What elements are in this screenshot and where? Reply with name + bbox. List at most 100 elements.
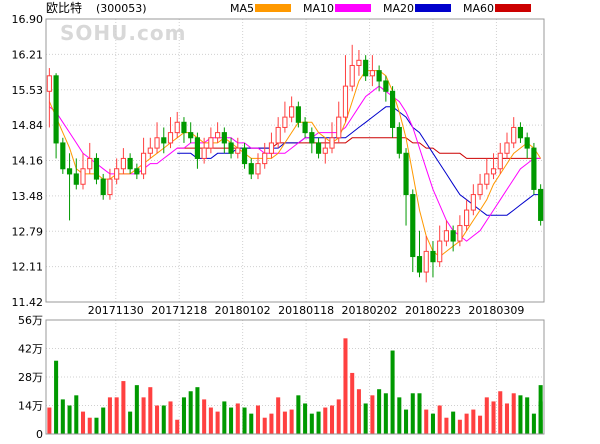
volume-panel-frame xyxy=(45,319,545,435)
volume-bar xyxy=(215,411,220,434)
date-tick-label: 20171218 xyxy=(151,304,207,317)
volume-bar xyxy=(356,389,361,434)
volume-tick-label: 0 xyxy=(36,428,43,440)
volume-bar xyxy=(511,393,516,434)
volume-bar xyxy=(94,417,99,434)
volume-bar xyxy=(383,393,388,434)
volume-bar xyxy=(538,385,543,434)
price-tick-label: 16.21 xyxy=(12,48,44,61)
date-tick-label: 20180202 xyxy=(342,304,398,317)
volume-bar xyxy=(525,397,530,434)
candle-body xyxy=(114,168,120,180)
volume-bar xyxy=(101,407,106,434)
legend-swatch xyxy=(255,4,291,12)
candle-body xyxy=(403,152,409,196)
volume-bar xyxy=(504,403,510,434)
volume-bar xyxy=(323,407,328,434)
volume-bar xyxy=(404,409,409,434)
date-tick-label: 20180309 xyxy=(468,304,524,317)
stock-code: (300053) xyxy=(96,2,147,15)
candle-body xyxy=(282,116,288,128)
watermark: SOHU.com xyxy=(60,21,186,45)
candle-body xyxy=(464,209,470,227)
volume-bar xyxy=(410,393,415,434)
candle-body xyxy=(511,126,517,144)
candle-body xyxy=(457,225,463,242)
volume-bar xyxy=(417,393,422,434)
volume-bar xyxy=(202,399,207,434)
candle-body xyxy=(80,168,86,185)
candle-body xyxy=(221,132,227,144)
volume-bar xyxy=(464,413,469,434)
volume-bar xyxy=(269,413,274,434)
volume-bar xyxy=(242,407,247,434)
date-tick-label: 20180223 xyxy=(405,304,461,317)
volume-bar xyxy=(60,399,65,434)
candle-body xyxy=(356,59,362,66)
candle-body xyxy=(275,126,281,144)
candle-body xyxy=(53,75,59,144)
volume-bar xyxy=(471,409,476,434)
volume-bar xyxy=(498,391,503,434)
candle-body xyxy=(87,157,93,170)
price-tick-label: 12.79 xyxy=(12,225,44,238)
candle-body xyxy=(410,194,416,258)
volume-bar xyxy=(195,387,200,434)
candle-body xyxy=(389,90,396,128)
candle-body xyxy=(531,147,537,190)
volume-bar xyxy=(424,409,429,434)
candle-body xyxy=(289,106,295,118)
candle-body xyxy=(46,75,52,92)
volume-tick-label: 42万 xyxy=(18,343,43,356)
candle-body xyxy=(329,137,335,149)
volume-bar xyxy=(114,397,119,434)
candle-body xyxy=(309,132,315,144)
volume-bar xyxy=(181,397,186,434)
price-tick-label: 13.48 xyxy=(12,190,44,203)
candle-body xyxy=(450,230,456,242)
date-axis: 20171130 20171218 20180102 20180118 20180202… xyxy=(88,304,525,317)
volume-bar xyxy=(255,405,261,434)
price-tick-label: 16.90 xyxy=(12,13,44,26)
volume-tick-label: 56万 xyxy=(18,314,43,327)
volume-bar xyxy=(457,419,462,434)
volume-bar xyxy=(316,411,321,434)
volume-bar xyxy=(518,395,523,434)
volume-bar xyxy=(478,415,483,434)
volume-tick-label: 14万 xyxy=(18,400,43,413)
volume-bar xyxy=(289,409,294,434)
legend-label: MA20 xyxy=(383,2,414,15)
candle-body xyxy=(241,147,248,165)
candle-body xyxy=(470,194,476,211)
legend-swatch xyxy=(495,4,531,12)
candle-body xyxy=(376,70,382,82)
candle-body xyxy=(215,132,221,139)
volume-bar xyxy=(121,381,126,434)
candle-body xyxy=(73,173,79,185)
candle-body xyxy=(504,142,510,154)
candle-body xyxy=(161,137,167,144)
volume-bar xyxy=(249,413,254,434)
candle-body xyxy=(342,85,349,118)
candle-body xyxy=(201,147,207,159)
volume-bar xyxy=(370,395,375,434)
legend-swatch xyxy=(335,4,371,12)
candle-body xyxy=(430,250,436,263)
volume-bar xyxy=(303,403,308,434)
candle-body xyxy=(336,116,342,139)
volume-bar xyxy=(350,372,355,434)
candle-body xyxy=(477,183,483,196)
volume-bar xyxy=(377,389,382,434)
candle-body xyxy=(517,126,524,139)
candle-body xyxy=(315,142,322,154)
candle-body xyxy=(322,147,328,154)
candle-body xyxy=(100,178,106,196)
volume-bar xyxy=(175,419,180,434)
candle-body xyxy=(369,70,375,77)
legend-label: MA60 xyxy=(463,2,494,15)
price-axis: 16.90 16.21 15.53 14.84 14.16 13.48 12.79 12.11… xyxy=(12,13,44,309)
candle-body xyxy=(120,157,126,170)
price-tick-label: 14.16 xyxy=(12,155,44,168)
